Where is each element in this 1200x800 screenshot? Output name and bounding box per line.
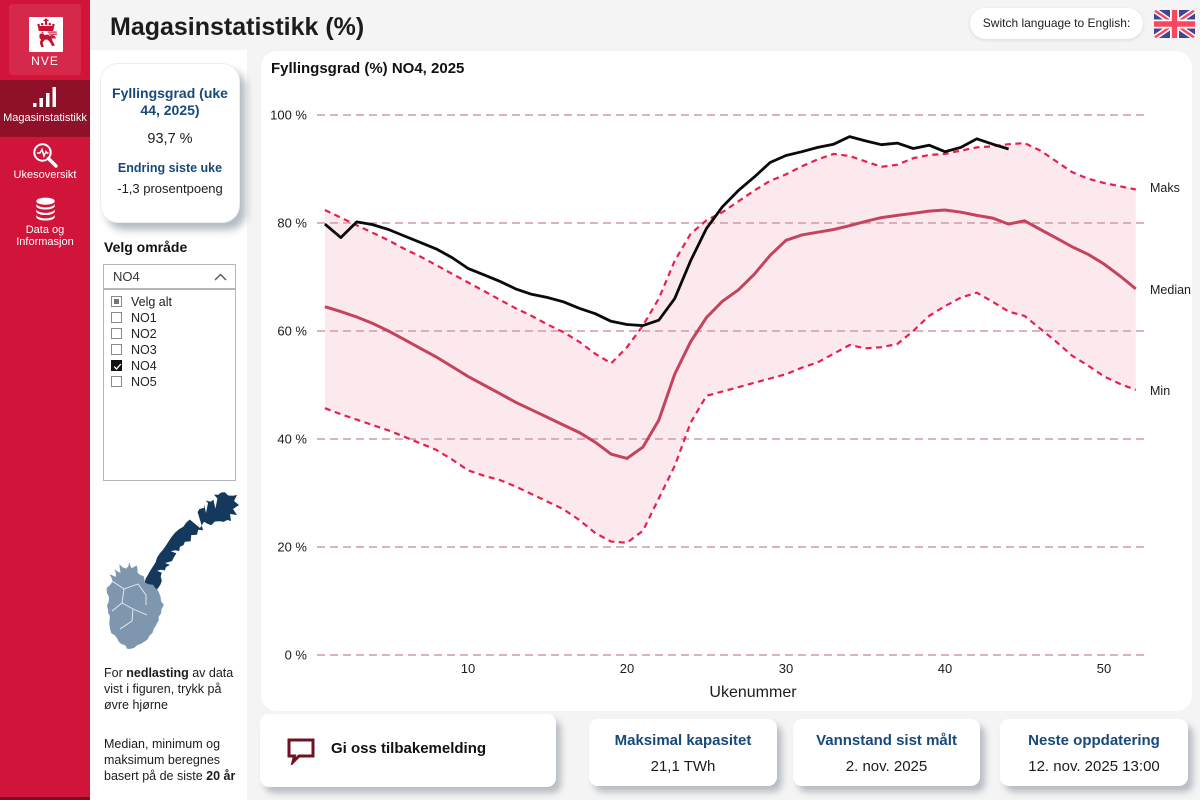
svg-text:30: 30 <box>779 661 793 676</box>
svg-text:Ukenummer: Ukenummer <box>709 684 797 701</box>
svg-text:Maks: Maks <box>1150 181 1180 195</box>
svg-text:80 %: 80 % <box>277 216 307 231</box>
svg-text:10: 10 <box>461 661 475 676</box>
svg-text:Median: Median <box>1150 283 1191 297</box>
svg-text:20: 20 <box>620 661 634 676</box>
svg-text:0 %: 0 % <box>285 648 308 663</box>
svg-text:50: 50 <box>1097 661 1111 676</box>
svg-text:40 %: 40 % <box>277 432 307 447</box>
svg-text:100 %: 100 % <box>270 108 307 123</box>
svg-text:Min: Min <box>1150 384 1170 398</box>
svg-text:60 %: 60 % <box>277 324 307 339</box>
svg-text:20 %: 20 % <box>277 540 307 555</box>
svg-text:40: 40 <box>938 661 952 676</box>
